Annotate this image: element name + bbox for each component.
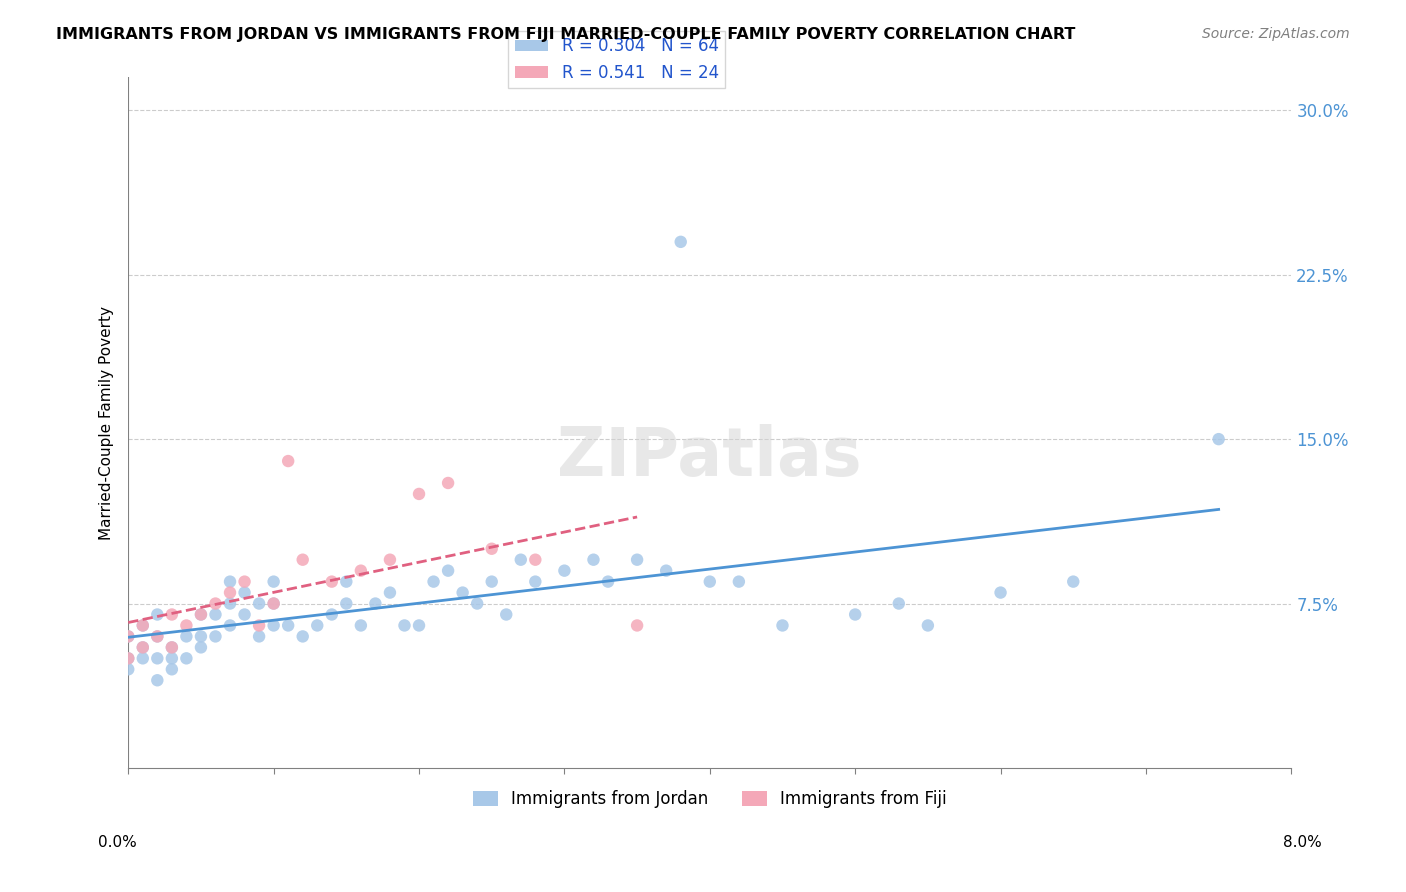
Point — [190, 629, 212, 643]
Point — [190, 607, 212, 622]
Point — [176, 651, 198, 665]
Point — [146, 607, 169, 622]
Point — [1208, 432, 1230, 446]
Point — [524, 574, 547, 589]
Point — [146, 651, 169, 665]
Point — [190, 607, 212, 622]
Point — [219, 597, 242, 611]
Point — [582, 552, 605, 566]
Point — [481, 574, 503, 589]
Point — [219, 585, 242, 599]
Point — [509, 552, 531, 566]
Point — [394, 618, 416, 632]
Point — [132, 618, 155, 632]
Point — [378, 585, 401, 599]
Point — [132, 618, 155, 632]
Point — [132, 651, 155, 665]
Point — [887, 597, 910, 611]
Point — [247, 618, 270, 632]
Point — [481, 541, 503, 556]
Point — [291, 552, 314, 566]
Point — [524, 552, 547, 566]
Point — [263, 597, 285, 611]
Point — [408, 487, 430, 501]
Text: 8.0%: 8.0% — [1282, 836, 1322, 850]
Point — [233, 574, 256, 589]
Point — [335, 597, 357, 611]
Point — [364, 597, 387, 611]
Point — [117, 651, 139, 665]
Point — [160, 651, 183, 665]
Point — [437, 564, 460, 578]
Point — [626, 618, 648, 632]
Point — [117, 629, 139, 643]
Point — [321, 574, 343, 589]
Text: ZIPatlas: ZIPatlas — [557, 425, 862, 491]
Point — [1062, 574, 1084, 589]
Point — [219, 618, 242, 632]
Point — [321, 607, 343, 622]
Point — [408, 618, 430, 632]
Point — [146, 629, 169, 643]
Point — [219, 574, 242, 589]
Point — [204, 629, 226, 643]
Point — [728, 574, 751, 589]
Point — [917, 618, 939, 632]
Point — [176, 618, 198, 632]
Point — [247, 597, 270, 611]
Point — [553, 564, 575, 578]
Point — [465, 597, 488, 611]
Point — [655, 564, 678, 578]
Point — [422, 574, 444, 589]
Point — [626, 552, 648, 566]
Point — [263, 597, 285, 611]
Text: Source: ZipAtlas.com: Source: ZipAtlas.com — [1202, 27, 1350, 41]
Point — [350, 618, 373, 632]
Point — [451, 585, 474, 599]
Point — [146, 673, 169, 688]
Y-axis label: Married-Couple Family Poverty: Married-Couple Family Poverty — [100, 306, 114, 540]
Text: 0.0%: 0.0% — [98, 836, 138, 850]
Point — [699, 574, 721, 589]
Point — [117, 662, 139, 676]
Point — [190, 640, 212, 655]
Legend: Immigrants from Jordan, Immigrants from Fiji: Immigrants from Jordan, Immigrants from … — [467, 783, 953, 815]
Point — [247, 629, 270, 643]
Point — [204, 597, 226, 611]
Text: IMMIGRANTS FROM JORDAN VS IMMIGRANTS FROM FIJI MARRIED-COUPLE FAMILY POVERTY COR: IMMIGRANTS FROM JORDAN VS IMMIGRANTS FRO… — [56, 27, 1076, 42]
Point — [263, 574, 285, 589]
Point — [772, 618, 794, 632]
Point — [160, 640, 183, 655]
Point — [495, 607, 517, 622]
Point — [596, 574, 619, 589]
Point — [117, 629, 139, 643]
Point — [378, 552, 401, 566]
Point — [160, 662, 183, 676]
Point — [437, 475, 460, 490]
Point — [307, 618, 329, 632]
Point — [291, 629, 314, 643]
Point — [669, 235, 692, 249]
Point — [335, 574, 357, 589]
Point — [117, 651, 139, 665]
Point — [844, 607, 866, 622]
Point — [263, 618, 285, 632]
Point — [160, 607, 183, 622]
Point — [277, 618, 299, 632]
Point — [132, 640, 155, 655]
Point — [233, 607, 256, 622]
Point — [350, 564, 373, 578]
Point — [132, 640, 155, 655]
Point — [204, 607, 226, 622]
Point — [176, 629, 198, 643]
Point — [160, 640, 183, 655]
Point — [146, 629, 169, 643]
Point — [233, 585, 256, 599]
Point — [277, 454, 299, 468]
Point — [990, 585, 1012, 599]
